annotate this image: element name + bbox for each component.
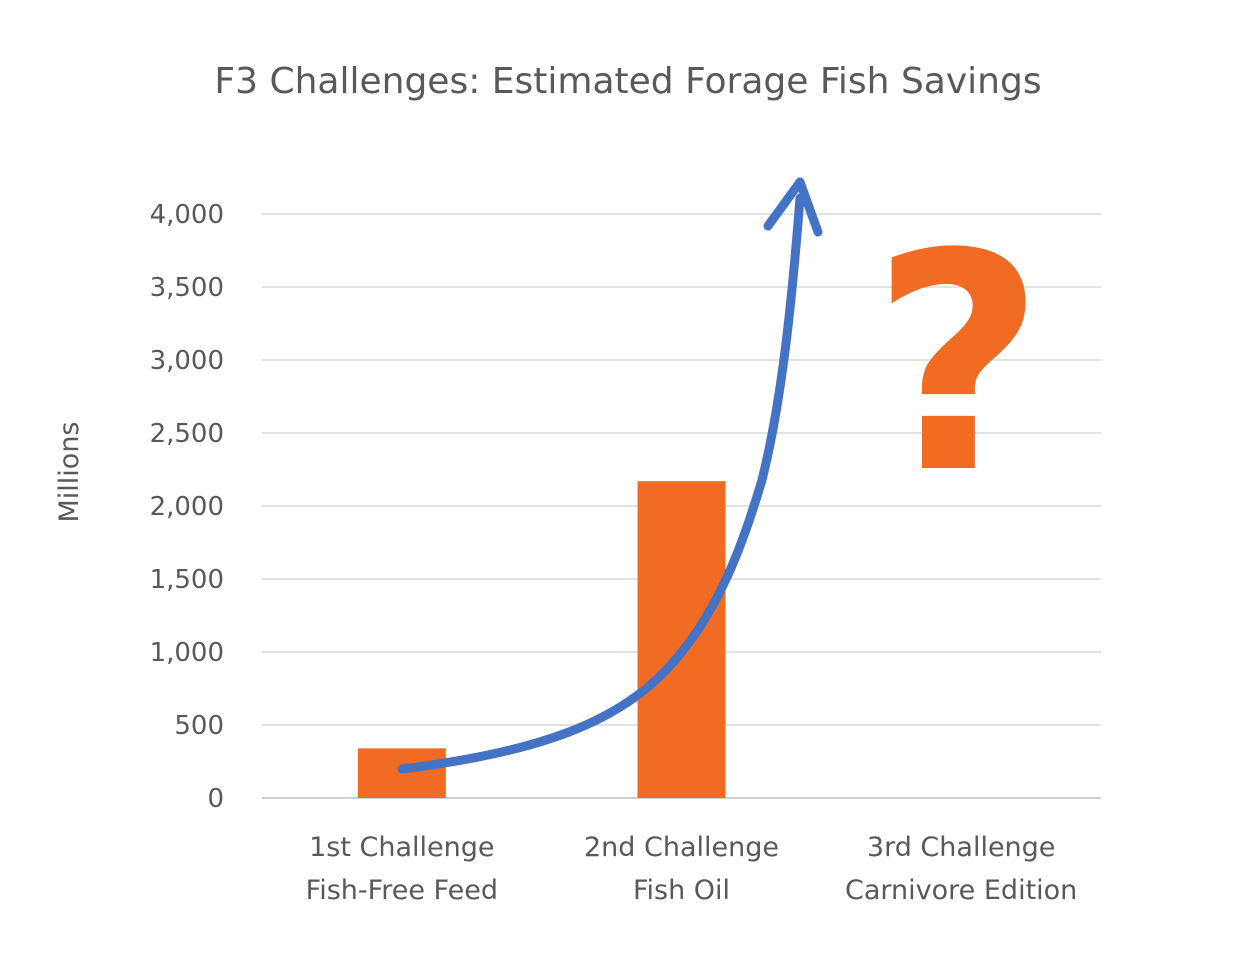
x-category-label: Fish Oil [633, 875, 730, 906]
x-category-label: 3rd Challenge [867, 832, 1056, 863]
y-tick-label: 0 [207, 784, 224, 814]
y-tick-label: 1,500 [150, 565, 224, 595]
y-tick-label: 3,000 [150, 346, 224, 376]
annotations: ? [397, 177, 1045, 774]
x-category-label: Carnivore Edition [845, 875, 1077, 906]
chart-title: F3 Challenges: Estimated Forage Fish Sav… [214, 61, 1041, 102]
y-axis-label: Millions [54, 422, 85, 523]
y-tick-label: 500 [174, 711, 224, 741]
y-tick-label: 2,000 [150, 492, 224, 522]
y-tick-label: 4,000 [150, 200, 224, 230]
trend-arrow-curve [397, 193, 805, 774]
trend-arrow [397, 177, 823, 774]
trend-arrow-head [763, 177, 823, 237]
bars [357, 481, 726, 798]
x-axis-categories: 1st Challenge Fish-Free Feed 2nd Challenge… [306, 832, 1078, 906]
y-axis-ticks: 0 500 1,000 1,500 2,000 2,500 3,000 3,500 4,000 [150, 200, 224, 814]
bar [637, 481, 726, 798]
y-tick-label: 3,500 [150, 273, 224, 303]
x-category-label: 2nd Challenge [584, 832, 779, 863]
x-category-label: Fish-Free Feed [306, 875, 498, 906]
question-mark-annotation: ? [871, 190, 1045, 539]
x-category-label: 1st Challenge [309, 832, 494, 863]
y-tick-label: 2,500 [150, 419, 224, 449]
y-tick-label: 1,000 [150, 638, 224, 668]
